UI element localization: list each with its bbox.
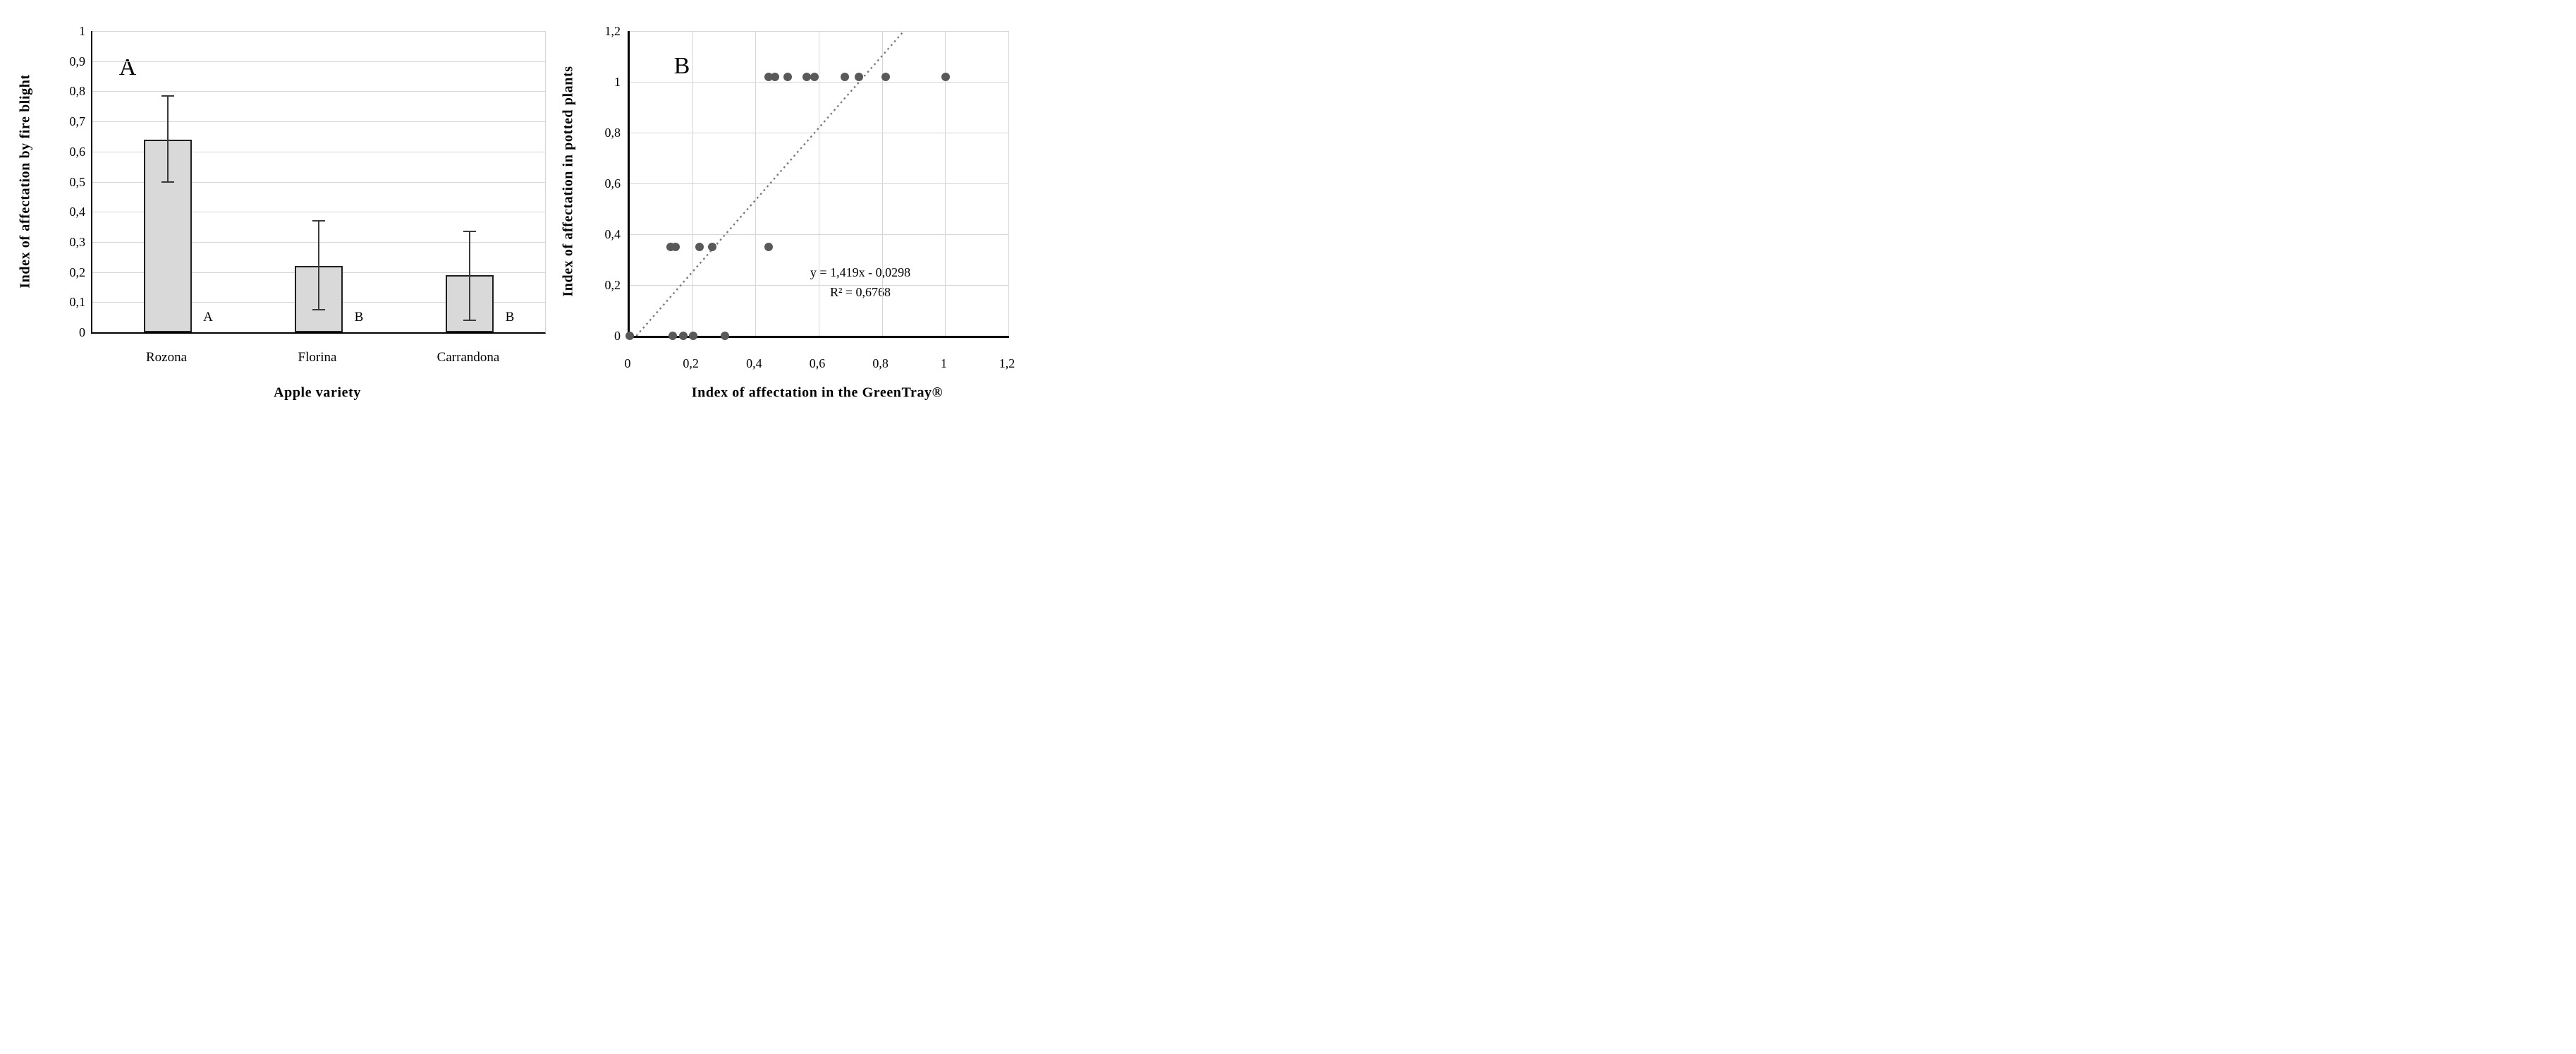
scatter-point — [668, 332, 677, 340]
scatter-point — [688, 332, 697, 340]
gridline — [1008, 31, 1009, 336]
y-tick-label: 0,9 — [69, 54, 86, 68]
panel-a-x-axis-title: Apple variety — [274, 384, 361, 401]
x-tick-label: 1 — [940, 356, 947, 370]
error-bar-cap — [463, 319, 476, 321]
panel-b-plot-area: B y = 1,419x - 0,0298 R² = 0,6768 — [625, 30, 1009, 340]
scatter-point — [783, 72, 793, 81]
gridline — [630, 183, 1009, 184]
trendline-equation: y = 1,419x - 0,0298 — [810, 265, 911, 279]
scatter-point — [941, 72, 951, 81]
scatter-point — [771, 72, 780, 81]
y-tick-label: 0,5 — [69, 174, 86, 189]
trendline — [635, 30, 905, 337]
y-tick-label: 0,7 — [69, 114, 86, 129]
gridline — [92, 121, 545, 123]
gridline — [92, 91, 545, 92]
y-tick-label: 0,8 — [69, 84, 86, 99]
gridline — [92, 181, 545, 183]
gridline — [630, 82, 1009, 83]
scatter-point — [695, 243, 704, 251]
y-tick-label: 0,2 — [69, 265, 86, 279]
error-bar-cap — [161, 95, 174, 97]
y-tick-label: 1,2 — [604, 24, 621, 38]
gridline — [630, 234, 1009, 235]
x-tick-label: 0,8 — [872, 356, 889, 370]
x-category-label: Rozona — [145, 350, 188, 365]
gridline — [92, 31, 545, 32]
y-tick-label: 0 — [79, 325, 85, 339]
y-tick-label: 1 — [79, 24, 85, 38]
scatter-point — [671, 243, 680, 251]
two-panel-figure: Index of affectation by fire blight A A B… — [0, 0, 1030, 422]
significance-letter: B — [354, 309, 364, 325]
y-tick-label: 0,4 — [604, 227, 621, 241]
error-bar-florina — [318, 221, 319, 310]
error-bar-cap — [312, 220, 325, 222]
scatter-point — [802, 72, 812, 81]
scatter-point — [707, 243, 716, 251]
x-tick-label: 0 — [624, 356, 631, 370]
trendline-path — [635, 30, 905, 337]
x-tick-label: 0,6 — [809, 356, 826, 370]
y-tick-label: 0,2 — [604, 278, 621, 292]
y-tick-label: 0,8 — [604, 126, 621, 140]
y-tick-label: 0 — [614, 329, 621, 343]
error-bar-cap — [312, 308, 325, 310]
significance-letter: A — [203, 309, 213, 325]
panel-a-label: A — [118, 54, 137, 80]
y-tick-label: 0,1 — [69, 295, 86, 310]
gridline — [881, 31, 883, 336]
error-bar-rozona — [167, 95, 169, 182]
significance-letter: B — [505, 309, 515, 325]
scatter-point — [625, 332, 634, 340]
y-tick-label: 0,3 — [69, 234, 86, 249]
scatter-point — [679, 332, 688, 340]
x-category-label: Carrandona — [437, 350, 500, 365]
x-tick-label: 0,2 — [683, 356, 699, 370]
x-category-label: Florina — [298, 350, 337, 365]
gridline — [630, 31, 1009, 32]
r-squared-label: R² = 0,6768 — [829, 285, 891, 299]
y-tick-label: 0,4 — [69, 205, 86, 219]
scatter-point — [881, 72, 891, 81]
panel-a-plot-area: A A B B — [91, 31, 546, 334]
error-bar-cap — [463, 230, 476, 232]
gridline — [92, 61, 545, 62]
gridline — [945, 31, 946, 336]
scatter-point — [764, 243, 774, 251]
scatter-point — [855, 72, 864, 81]
x-tick-label: 1,2 — [999, 356, 1015, 370]
gridline — [630, 285, 1009, 286]
panel-b-label: B — [673, 53, 690, 79]
panel-a-y-axis-title: Index of affectation by fire blight — [17, 74, 33, 289]
x-tick-label: 0,4 — [746, 356, 762, 370]
gridline — [692, 31, 693, 336]
panel-b-x-axis-title: Index of affectation in the GreenTray® — [691, 384, 944, 401]
y-tick-label: 0,6 — [69, 144, 86, 159]
scatter-point — [810, 72, 819, 81]
error-bar-carrandona — [469, 231, 470, 320]
scatter-point — [720, 332, 729, 340]
scatter-point — [840, 72, 849, 81]
y-tick-label: 1 — [614, 75, 621, 89]
error-bar-cap — [161, 181, 174, 183]
gridline — [755, 31, 757, 336]
y-tick-label: 0,6 — [604, 176, 621, 190]
